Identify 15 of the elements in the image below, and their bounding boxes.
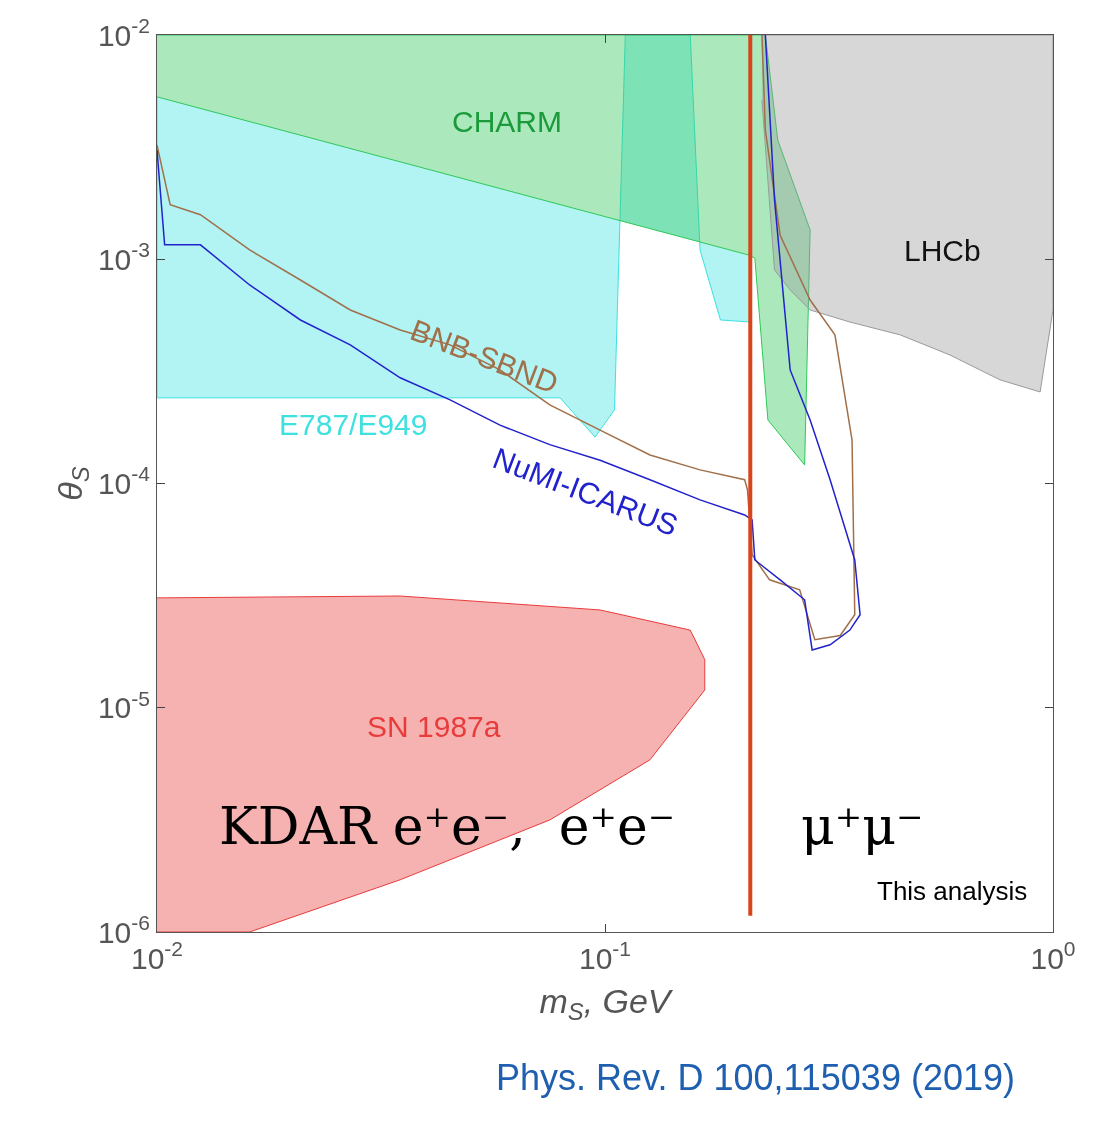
series-label: LHCb: [904, 234, 981, 267]
y-tick-label: 10$^{-2}$: [97, 13, 150, 52]
annotation: This analysis: [877, 876, 1028, 906]
x-tick-label: 10$^{-1}$: [578, 937, 632, 975]
x-axis-title: m$_{S}$, GeV: [539, 982, 674, 1026]
y-tick-label: 10$^{-5}$: [97, 686, 150, 725]
series-label: E787/E949: [279, 408, 428, 441]
x-tick-label: 10$^{0}$: [1030, 937, 1076, 975]
series-label: CHARM: [452, 105, 562, 138]
annotation: μ⁺μ⁻: [801, 796, 924, 856]
y-tick-label: 10$^{-4}$: [97, 462, 151, 500]
text: Phys. Rev. D 100,115039 (2019): [496, 1057, 1015, 1098]
series-label: SN 1987a: [367, 710, 501, 743]
y-tick-label: 10$^{-3}$: [97, 238, 150, 276]
annotation: KDAR e⁺e⁻, e⁺e⁻: [219, 796, 676, 856]
